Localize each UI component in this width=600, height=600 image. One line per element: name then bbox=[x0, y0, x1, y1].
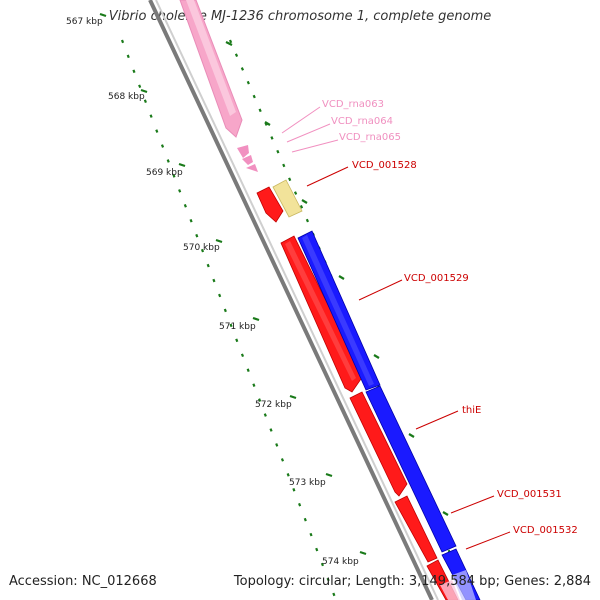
label-vcd-rna063: VCD_rna063 bbox=[322, 99, 384, 110]
accession-text: Accession: NC_012668 bbox=[9, 574, 157, 589]
rna064-arrow bbox=[242, 155, 253, 165]
backbone bbox=[148, 0, 439, 600]
map-title: Vibrio cholerae MJ-1236 chromosome 1, co… bbox=[108, 9, 492, 24]
label-vcd-001531: VCD_001531 bbox=[497, 489, 562, 500]
cds-vcd-001531 bbox=[394, 495, 438, 563]
tick-label-569: 569 kbp bbox=[146, 168, 183, 178]
tick-label-573: 573 kbp bbox=[289, 478, 326, 488]
tick-label-572: 572 kbp bbox=[255, 400, 292, 410]
tick-marks bbox=[99, 12, 367, 556]
rna065-arrow bbox=[246, 164, 258, 172]
label-thie: thiE bbox=[462, 405, 481, 416]
leader-lines bbox=[281, 106, 511, 550]
cds-thie bbox=[349, 391, 408, 497]
cds-vcd-001529 bbox=[280, 235, 364, 393]
tick-label-574: 574 kbp bbox=[322, 557, 359, 567]
label-vcd-rna065: VCD_rna065 bbox=[339, 132, 401, 143]
rna063-arrow bbox=[237, 145, 249, 158]
cds-vcd-001532 bbox=[426, 559, 460, 600]
tick-label-567: 567 kbp bbox=[66, 17, 103, 27]
tick-label-568: 568 kbp bbox=[108, 92, 145, 102]
inner-major-ticks bbox=[225, 41, 449, 516]
label-vcd-rna064: VCD_rna064 bbox=[331, 116, 393, 127]
tick-label-570: 570 kbp bbox=[183, 243, 220, 253]
reverse-strand-track bbox=[297, 230, 481, 600]
genome-summary-text: Topology: circular; Length: 3,149,584 bp… bbox=[233, 574, 591, 589]
rna-block bbox=[179, 0, 243, 138]
label-vcd-001529: VCD_001529 bbox=[404, 273, 469, 284]
label-vcd-001532: VCD_001532 bbox=[513, 525, 578, 536]
label-vcd-001528: VCD_001528 bbox=[352, 160, 417, 171]
tick-label-571: 571 kbp bbox=[219, 322, 256, 332]
cds-vcd-001528 bbox=[256, 186, 284, 223]
gene-yellow bbox=[272, 179, 303, 218]
